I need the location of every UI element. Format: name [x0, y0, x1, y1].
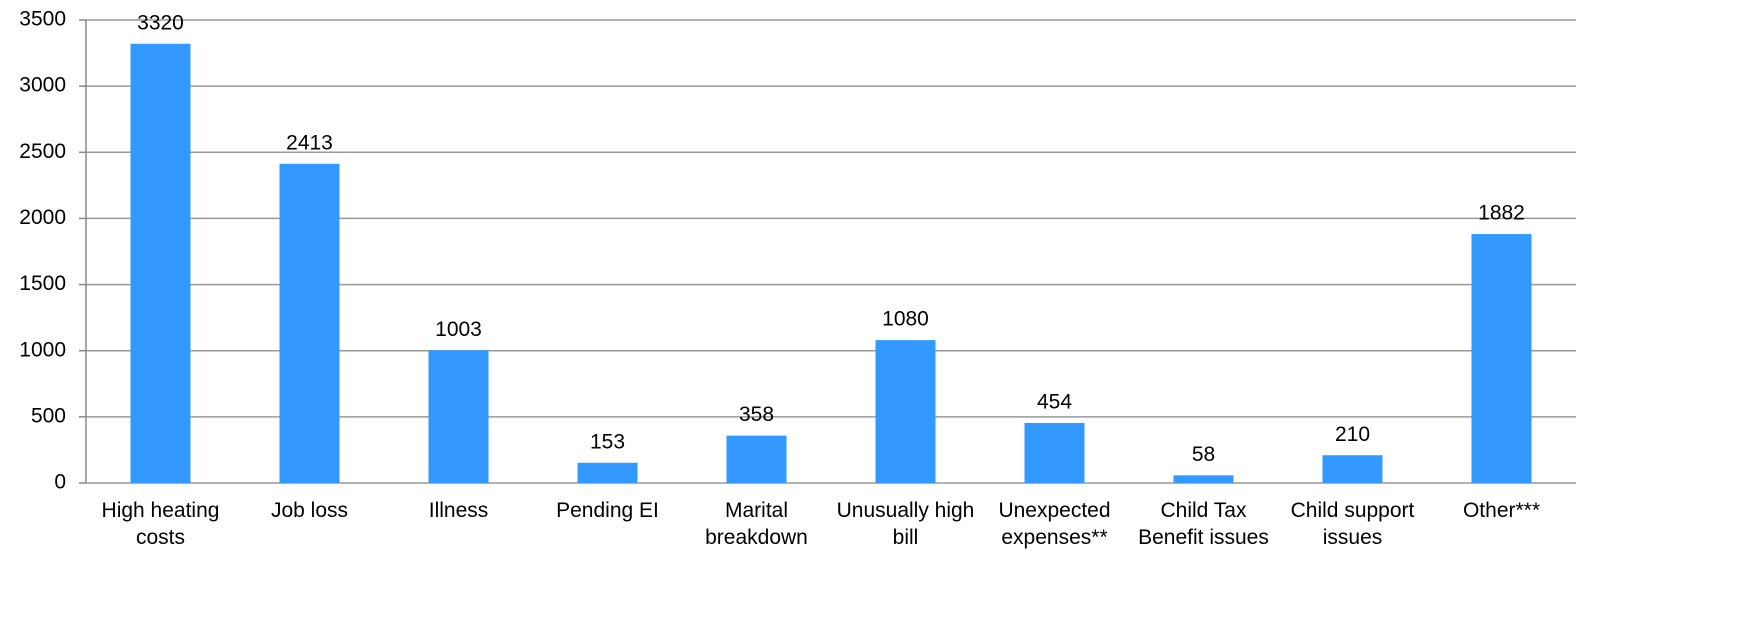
- x-tick-label: Job loss: [270, 499, 349, 522]
- data-label: 1882: [1478, 202, 1525, 225]
- x-tick-label: Unusually high bill: [836, 499, 975, 549]
- y-tick-label: 2000: [19, 206, 66, 229]
- data-label: 2413: [286, 131, 333, 154]
- x-tick-label-box: Illness: [428, 499, 489, 522]
- data-label: 358: [739, 403, 774, 426]
- data-label: 3320: [137, 11, 184, 34]
- bar: [577, 462, 638, 483]
- x-tick-label: Other***: [1462, 499, 1541, 522]
- x-tick-label: Illness: [428, 499, 489, 522]
- data-label: 210: [1335, 423, 1370, 446]
- bar: [875, 340, 936, 483]
- data-label: 1003: [435, 318, 482, 341]
- x-tick-label: Pending EI: [556, 499, 659, 522]
- bar: [1173, 475, 1234, 483]
- bar: [130, 43, 191, 483]
- x-tick-label-box: Pending EI: [556, 499, 659, 522]
- x-tick-label-box: Other***: [1462, 499, 1541, 522]
- x-tick-label-box: Unexpected expenses**: [998, 499, 1111, 549]
- y-tick-label: 2500: [19, 140, 66, 163]
- y-tick-label: 1500: [19, 272, 66, 295]
- x-tick-label-box: Marital breakdown: [705, 499, 808, 549]
- bar: [279, 163, 340, 484]
- x-tick-label: Child Tax Benefit issues: [1138, 499, 1269, 549]
- x-tick-label: High heating costs: [101, 499, 220, 549]
- data-label: 454: [1037, 390, 1072, 413]
- x-tick-label-box: Job loss: [270, 499, 349, 522]
- bar: [428, 350, 489, 483]
- x-tick-label: Child support issues: [1290, 499, 1415, 549]
- data-label: 58: [1192, 443, 1215, 466]
- bar: [1471, 234, 1532, 483]
- bar: [1024, 422, 1085, 483]
- y-tick-label: 1000: [19, 338, 66, 361]
- y-tick-label: 3000: [19, 74, 66, 97]
- y-tick-label: 500: [31, 404, 66, 427]
- x-tick-label: Unexpected expenses**: [998, 499, 1111, 549]
- x-tick-label-box: Child Tax Benefit issues: [1138, 499, 1269, 549]
- x-tick-label-box: High heating costs: [101, 499, 220, 549]
- x-tick-label: Marital breakdown: [705, 499, 808, 549]
- data-label: 1080: [882, 308, 929, 331]
- bar: [726, 435, 787, 483]
- data-label: 153: [590, 430, 625, 453]
- x-tick-label-box: Unusually high bill: [836, 499, 975, 549]
- bar: [1322, 455, 1383, 483]
- x-tick-label-box: Child support issues: [1290, 499, 1415, 549]
- y-tick-label: 3500: [19, 8, 66, 31]
- y-tick-label: 0: [54, 471, 66, 494]
